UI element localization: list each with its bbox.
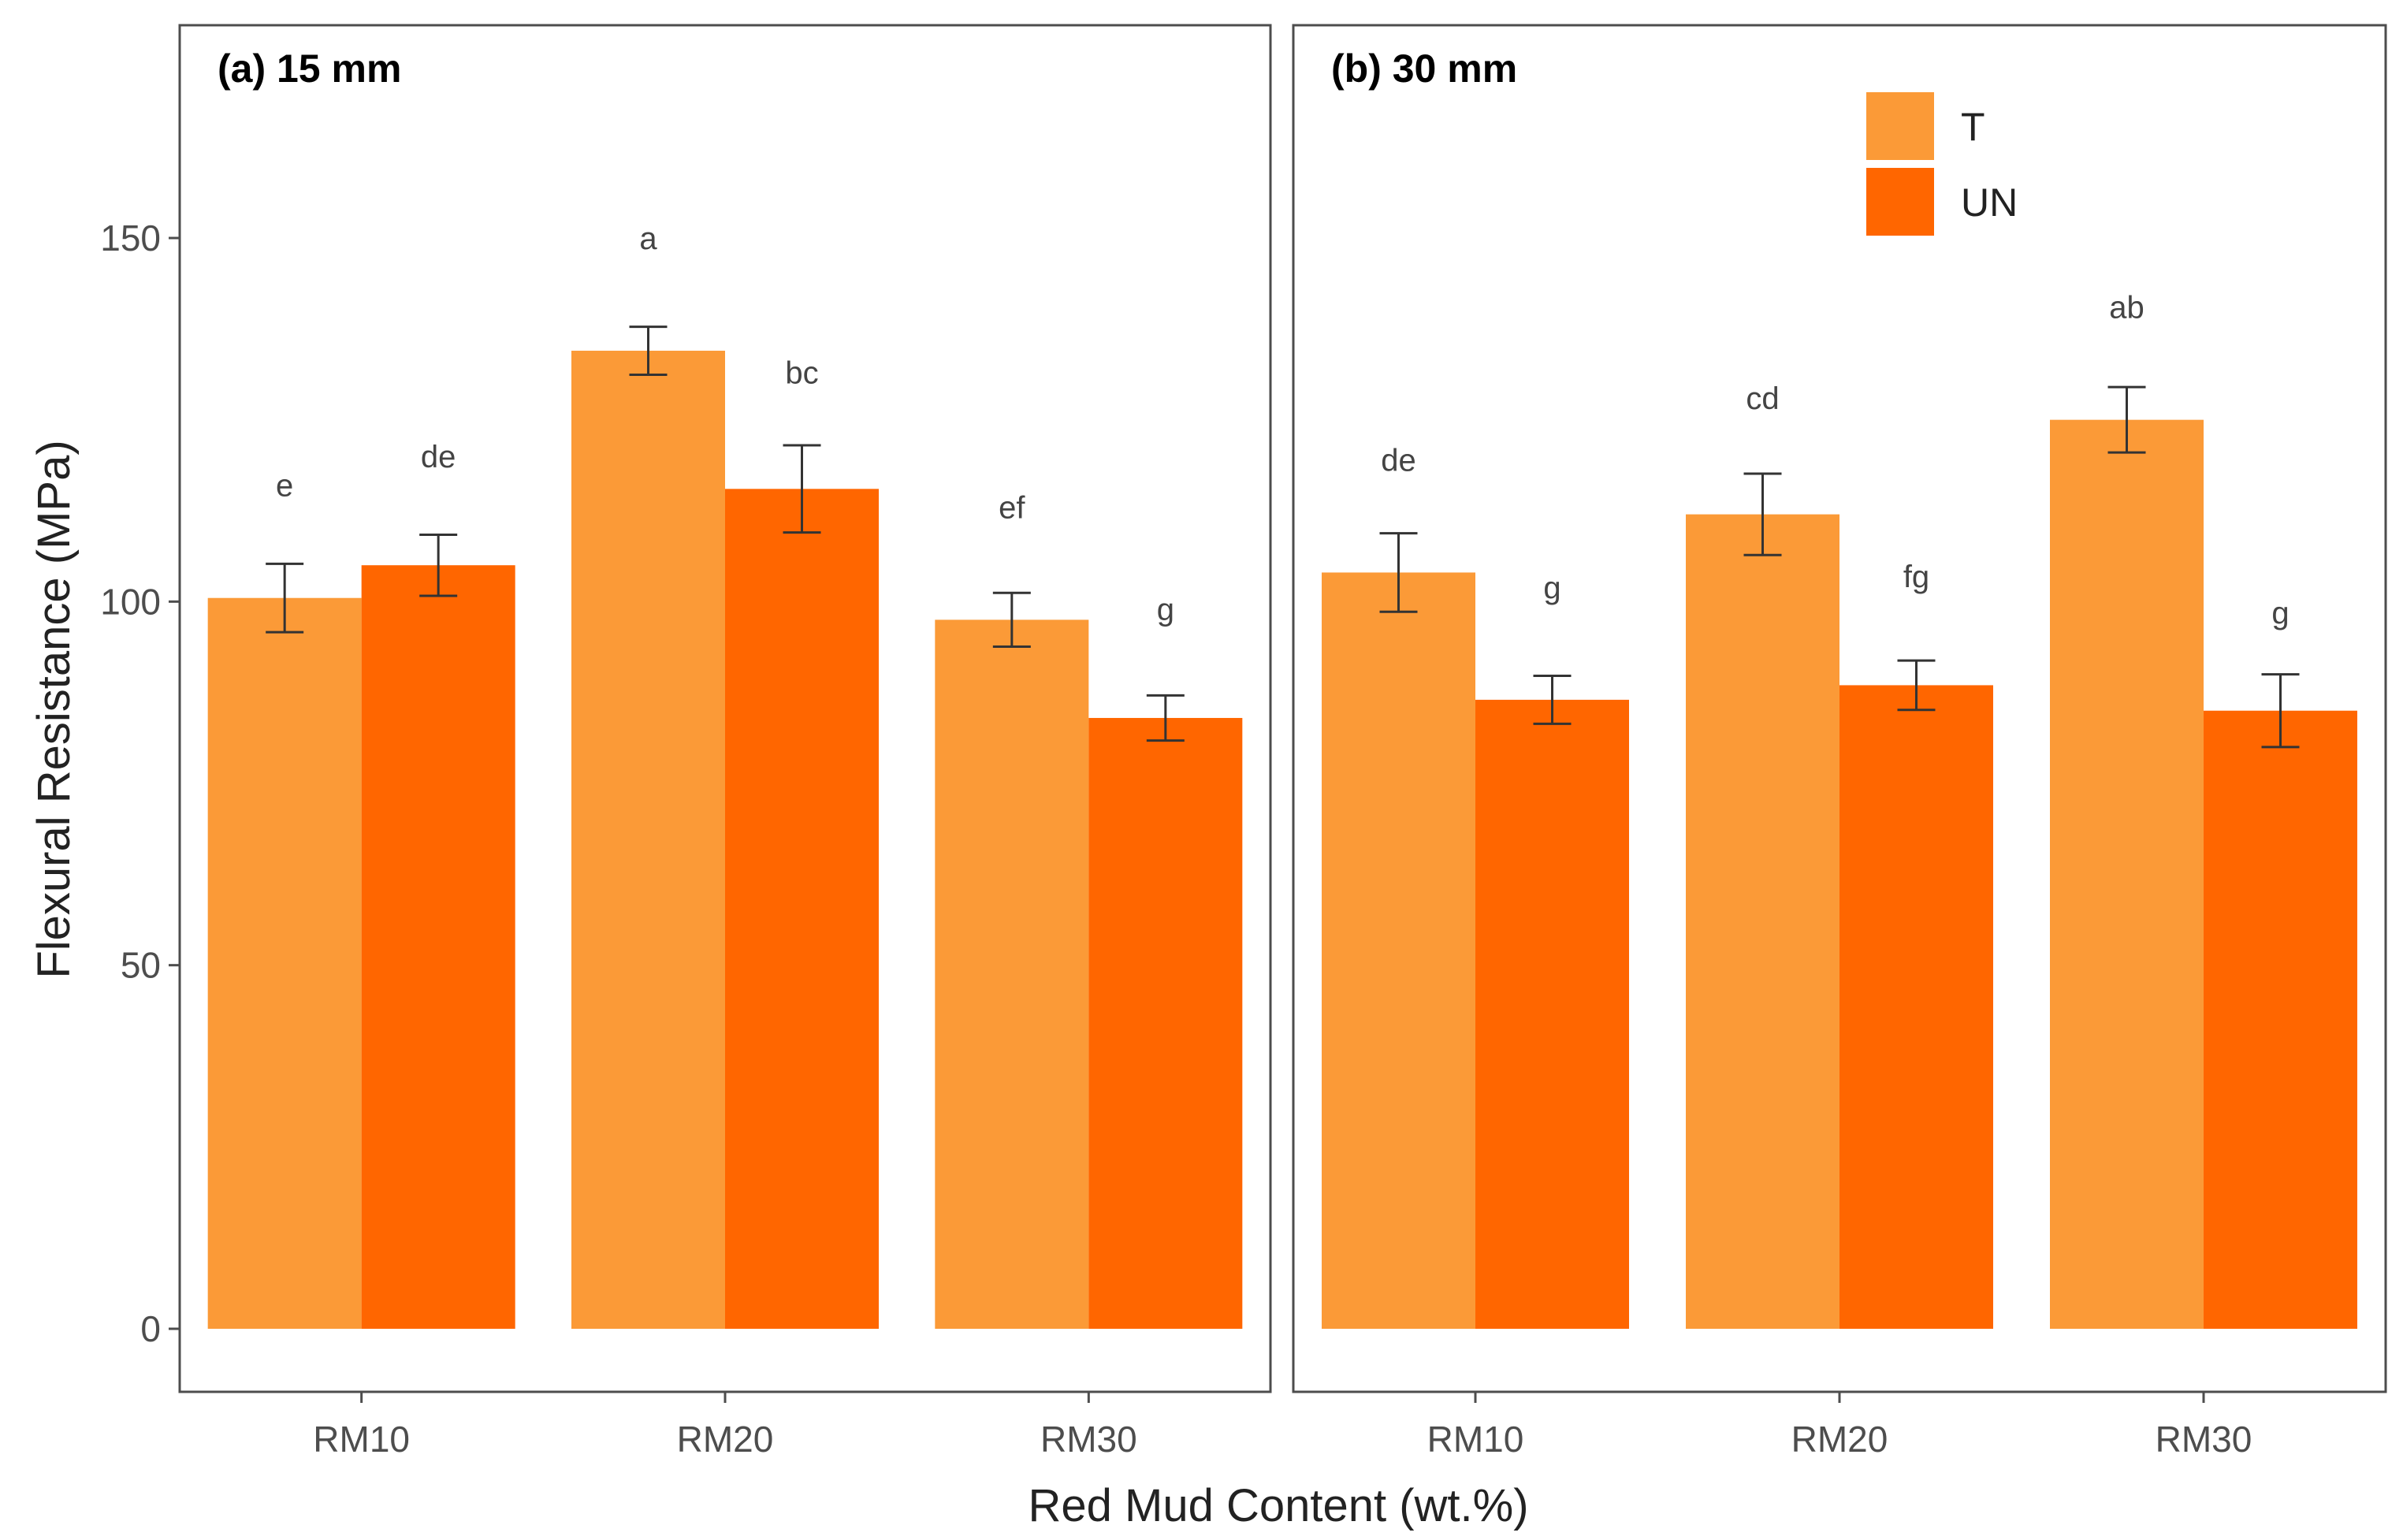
y-tick-label-0: 0 xyxy=(140,1308,161,1349)
significance-label-un-rm10: g xyxy=(1543,571,1560,605)
x-tick-label-rm10: RM10 xyxy=(1427,1419,1524,1460)
bar-t-rm10 xyxy=(207,597,362,1329)
error-bar-t-rm10 xyxy=(266,562,304,634)
significance-label-un-rm10: de xyxy=(421,440,456,474)
legend-label-un: UN xyxy=(1961,180,2018,225)
error-bar-un-rm10 xyxy=(1533,674,1572,725)
x-tick-label-rm30: RM30 xyxy=(2156,1419,2252,1460)
error-bar-un-rm30 xyxy=(1146,694,1185,742)
error-bar-t-rm20 xyxy=(1743,472,1782,556)
significance-label-t-rm10: de xyxy=(1381,443,1416,478)
y-tick-label-150: 150 xyxy=(100,218,161,259)
significance-label-un-rm30: g xyxy=(1157,593,1174,627)
significance-label-un-rm20: bc xyxy=(785,356,818,391)
significance-label-t-rm20: a xyxy=(639,221,657,256)
panel-a: e de RM10 a bc RM20 ef g RM30 (a) 15 mm xyxy=(178,24,1272,1460)
x-tick-label-rm20: RM20 xyxy=(677,1419,774,1460)
bar-t-rm10 xyxy=(1322,572,1475,1329)
significance-label-un-rm30: g xyxy=(2271,596,2289,631)
error-bar-t-rm20 xyxy=(629,325,668,376)
bar-un-rm10 xyxy=(1475,699,1629,1329)
bar-un-rm10 xyxy=(361,565,515,1329)
panels-layer: e de RM10 a bc RM20 ef g RM30 (a) 15 mm de g RM10 cd f… xyxy=(178,24,2387,1460)
legend-key-un xyxy=(1866,168,1934,236)
error-bar-un-rm20 xyxy=(783,444,821,534)
significance-label-t-rm30: ef xyxy=(999,490,1025,525)
error-bar-t-rm30 xyxy=(992,591,1031,649)
y-tick-label-50: 50 xyxy=(121,945,161,986)
x-tick-label-rm30: RM30 xyxy=(1040,1419,1137,1460)
x-axis-title: Red Mud Content (wt.%) xyxy=(1028,1480,1528,1531)
panel-b: de g RM10 cd fg RM20 ab g RM30 (b) 30 mm xyxy=(1292,24,2387,1460)
legend: T UN xyxy=(1866,92,2018,236)
significance-label-t-rm20: cd xyxy=(1746,381,1779,416)
significance-label-t-rm10: e xyxy=(276,469,293,504)
error-bar-un-rm10 xyxy=(419,533,458,597)
x-tick-label-rm20: RM20 xyxy=(1791,1419,1888,1460)
y-tick-label-100: 100 xyxy=(100,581,161,622)
bar-t-rm20 xyxy=(571,351,725,1330)
error-bar-t-rm10 xyxy=(1379,532,1418,613)
x-tick-label-rm10: RM10 xyxy=(313,1419,410,1460)
panel-title: (b) 30 mm xyxy=(1331,46,1517,91)
legend-label-t: T xyxy=(1961,105,1985,149)
bar-t-rm30 xyxy=(935,619,1089,1329)
error-bar-t-rm30 xyxy=(2107,385,2146,454)
bar-t-rm30 xyxy=(2050,419,2204,1329)
legend-key-t xyxy=(1866,92,1934,160)
panel-title: (a) 15 mm xyxy=(218,46,401,91)
error-bar-un-rm30 xyxy=(2261,673,2300,749)
significance-label-un-rm20: fg xyxy=(1903,560,1929,594)
significance-label-t-rm30: ab xyxy=(2109,291,2144,325)
bar-un-rm20 xyxy=(1839,685,1993,1329)
bar-un-rm20 xyxy=(725,489,879,1329)
panel-border xyxy=(1292,24,2387,1393)
bar-un-rm30 xyxy=(1088,717,1243,1329)
panel-border xyxy=(178,24,1272,1393)
error-bar-un-rm20 xyxy=(1897,659,1936,712)
bar-t-rm20 xyxy=(1686,514,1839,1330)
y-axis: 0 50 100 150 xyxy=(100,218,180,1349)
y-axis-title: Flexural Resistance (MPa) xyxy=(28,440,80,978)
bar-un-rm30 xyxy=(2204,710,2357,1329)
